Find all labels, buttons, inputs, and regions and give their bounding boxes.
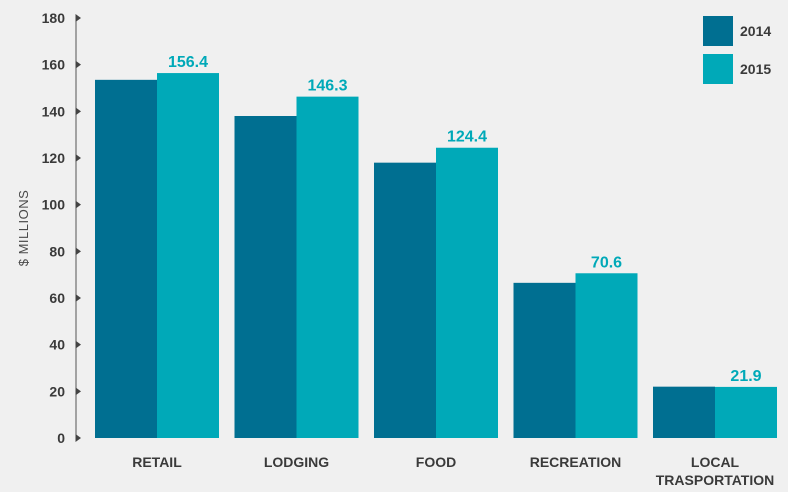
- y-tick-label: 80: [49, 243, 65, 259]
- bar-2014-2: [374, 162, 436, 438]
- y-tick-mark: [75, 154, 81, 162]
- bars: [95, 73, 777, 439]
- legend-label-2014: 2014: [740, 23, 771, 39]
- category-label-1: LODGING: [264, 454, 329, 470]
- bar-2015-1: [296, 96, 359, 438]
- y-tick-label: 160: [42, 57, 66, 73]
- legend: 2014 2015: [703, 16, 771, 84]
- data-labels: 156.4 146.3 124.4 70.6 21.9: [168, 54, 762, 385]
- y-tick-mark: [75, 434, 81, 442]
- category-label-0: RETAIL: [132, 454, 182, 470]
- y-tick-mark: [75, 294, 81, 302]
- y-tick-label: 40: [49, 337, 65, 353]
- bar-2015-4: [715, 386, 777, 438]
- data-label-2015-4: 21.9: [730, 368, 761, 385]
- y-tick-label: 100: [42, 197, 66, 213]
- category-label-3: RECREATION: [530, 454, 622, 470]
- bar-2015-2: [436, 147, 498, 438]
- data-label-2015-3: 70.6: [591, 254, 622, 271]
- y-tick-mark: [75, 340, 81, 349]
- data-label-2015-2: 124.4: [447, 129, 487, 146]
- y-axis-label: $ MILLIONS: [16, 190, 31, 267]
- legend-swatch-2014: [703, 16, 733, 46]
- y-tick-label: 60: [49, 290, 65, 306]
- y-tick-label: 0: [57, 430, 65, 446]
- y-tick-mark: [75, 247, 81, 256]
- bar-2014-3: [513, 282, 576, 438]
- bar-2015-0: [157, 73, 219, 439]
- y-axis: 0 20 40 60 80 100 120 140 160 180: [42, 10, 81, 446]
- legend-label-2015: 2015: [740, 61, 771, 77]
- y-tick-mark: [75, 60, 81, 69]
- bar-2015-3: [575, 273, 638, 438]
- y-tick-label: 120: [42, 150, 66, 166]
- y-tick-label: 140: [42, 103, 66, 119]
- legend-swatch-2015: [703, 54, 733, 84]
- y-tick-mark: [75, 387, 81, 396]
- y-tick-label: 20: [49, 383, 65, 399]
- y-tick-label: 180: [42, 10, 66, 26]
- y-tick-mark: [75, 14, 81, 22]
- category-label-4: LOCAL: [691, 454, 740, 470]
- data-label-2015-1: 146.3: [307, 78, 347, 95]
- y-tick-mark: [75, 107, 81, 116]
- data-label-2015-0: 156.4: [168, 54, 208, 71]
- bar-2014-0: [95, 79, 157, 438]
- category-label-2: FOOD: [416, 454, 456, 470]
- category-labels: RETAIL LODGING FOOD RECREATION LOCAL TRASPORT…: [132, 454, 774, 488]
- y-tick-mark: [75, 200, 81, 209]
- bar-2014-1: [234, 116, 297, 438]
- bar-2014-4: [653, 386, 715, 438]
- category-label-4: TRASPORTATION: [656, 472, 774, 488]
